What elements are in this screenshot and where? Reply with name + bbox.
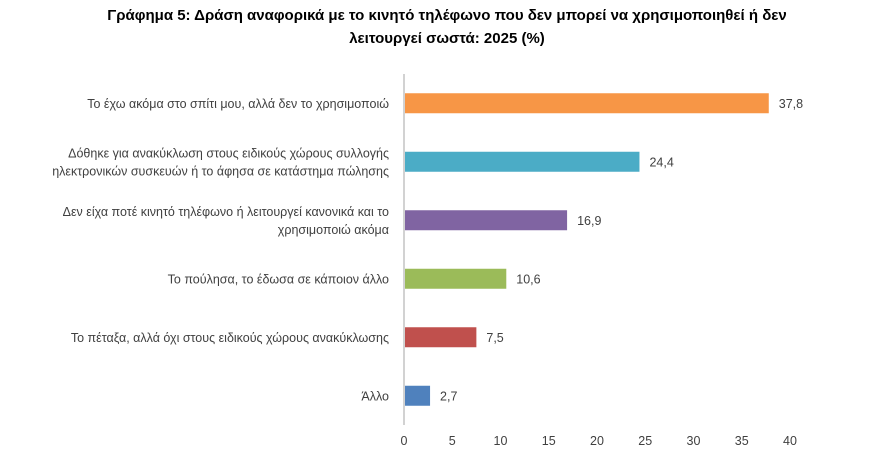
bar-2: [405, 151, 640, 172]
x-tick-label-9: 40: [783, 434, 797, 448]
category-label-6-line-1: Άλλο: [361, 389, 389, 403]
category-label-4-line-1: Το πούλησα, το έδωσα σε κάποιον άλλο: [168, 272, 389, 286]
x-tick-label-5: 20: [590, 434, 604, 448]
x-tick-label-6: 25: [638, 434, 652, 448]
chart-title-line-1: Γράφημα 5: Δράση αναφορικά με το κινητό …: [107, 7, 787, 24]
x-tick-label-1: 0: [401, 434, 408, 448]
bar-1: [405, 93, 769, 114]
bar-4: [405, 268, 507, 289]
x-tick-label-7: 30: [687, 434, 701, 448]
data-label-5: 7,5: [486, 331, 503, 345]
data-label-3: 16,9: [577, 214, 601, 228]
category-label-3-line-2: χρησιμοποιώ ακόμα: [278, 223, 389, 237]
bar-5: [405, 327, 477, 348]
data-label-6: 2,7: [440, 389, 457, 403]
data-label-2: 24,4: [649, 155, 673, 169]
category-label-5-line-1: Το πέταξα, αλλά όχι στους ειδικούς χώρου…: [71, 331, 389, 345]
category-label-2-line-1: Δόθηκε για ανακύκλωση στους ειδικούς χώρ…: [68, 146, 389, 160]
category-label-3-line-1: Δεν είχα ποτέ κινητό τηλέφωνο ή λειτουργ…: [63, 205, 389, 219]
data-label-1: 37,8: [779, 97, 803, 111]
category-label-2-line-2: ηλεκτρονικών συσκευών ή το άφησα σε κατά…: [52, 164, 389, 178]
category-label-1-line-1: Το έχω ακόμα στο σπίτι μου, αλλά δεν το …: [87, 97, 389, 111]
x-tick-label-8: 35: [735, 434, 749, 448]
x-tick-label-2: 5: [449, 434, 456, 448]
chart-title-line-2: λειτουργεί σωστά: 2025 (%): [349, 30, 545, 47]
bar-3: [405, 210, 568, 231]
chart-title: Γράφημα 5: Δράση αναφορικά με το κινητό …: [0, 4, 894, 50]
data-label-4: 10,6: [516, 272, 540, 286]
bar-6: [405, 385, 431, 406]
x-tick-label-4: 15: [542, 434, 556, 448]
x-tick-label-3: 10: [494, 434, 508, 448]
